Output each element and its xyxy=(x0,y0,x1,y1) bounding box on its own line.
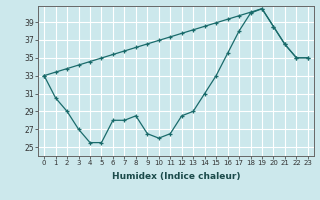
X-axis label: Humidex (Indice chaleur): Humidex (Indice chaleur) xyxy=(112,172,240,181)
